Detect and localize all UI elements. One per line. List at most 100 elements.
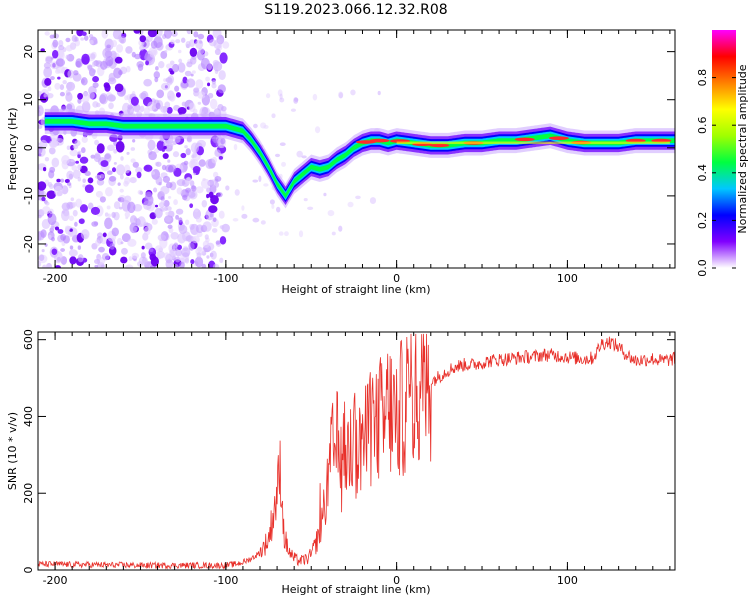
noise-blob (298, 230, 304, 238)
noise-blob (331, 231, 336, 236)
track-peak (429, 143, 450, 148)
noise-blob (141, 245, 145, 250)
noise-blob (263, 183, 269, 187)
noise-blob (51, 157, 60, 168)
noise-blob (174, 256, 181, 263)
snr-x-tick-label: 100 (557, 574, 578, 587)
noise-blob (119, 36, 127, 44)
noise-blob (312, 93, 318, 101)
noise-blob (58, 45, 65, 51)
noise-blob (219, 52, 228, 64)
noise-blob (234, 189, 240, 196)
noise-blob (218, 70, 226, 81)
noise-blob (38, 181, 47, 191)
snr-panel: -200 -100 0 100 0 200 400 600 Height of straigh… (6, 329, 676, 596)
noise-blob (154, 148, 160, 154)
noise-blob (290, 108, 296, 112)
track-core (396, 141, 670, 145)
noise-blob (178, 58, 183, 64)
colorbar-label: Normalized spectral amplitude (736, 64, 749, 233)
noise-blob (76, 30, 84, 37)
noise-blob (133, 30, 141, 34)
noise-blob (131, 252, 139, 259)
spectrogram-y-tick-label: 20 (22, 45, 35, 59)
noise-blob (241, 213, 248, 219)
track-peak (625, 138, 646, 143)
noise-blob (109, 175, 117, 182)
noise-blob (155, 66, 159, 71)
noise-blob (92, 101, 99, 108)
noise-blob (219, 225, 225, 230)
noise-blob (46, 92, 54, 99)
noise-blob (65, 54, 70, 60)
noise-blob (44, 201, 50, 206)
noise-blob (271, 204, 275, 209)
noise-blob (47, 86, 52, 92)
noise-blob (197, 91, 206, 99)
noise-blob (176, 187, 183, 195)
noise-blob (119, 188, 124, 193)
noise-blob (150, 171, 156, 175)
noise-blob (201, 263, 207, 268)
noise-blob (112, 30, 122, 40)
noise-blob (260, 122, 267, 129)
noise-blob (139, 105, 145, 112)
noise-blob (195, 216, 202, 223)
noise-blob (214, 149, 221, 157)
noise-blob (147, 101, 156, 112)
noise-blob (163, 199, 170, 208)
noise-blob (127, 201, 136, 214)
noise-blob (114, 83, 124, 93)
noise-blob (174, 85, 180, 92)
noise-blob (116, 44, 124, 53)
noise-blob (189, 47, 198, 57)
noise-blob (78, 218, 85, 224)
noise-blob (271, 113, 276, 119)
noise-blob (279, 97, 285, 103)
colorbar-tick-label: 0.6 (696, 116, 709, 134)
noise-blob (111, 227, 119, 237)
noise-blob (68, 249, 78, 257)
noise-blob (75, 198, 83, 208)
noise-blob (49, 227, 55, 233)
noise-blob (260, 220, 266, 225)
noise-blob (57, 229, 64, 234)
noise-blob (46, 190, 56, 200)
noise-blob (61, 202, 71, 211)
spectrogram-x-axis-label: Height of straight line (km) (281, 283, 430, 296)
noise-blob (72, 144, 79, 150)
noise-blob (189, 203, 194, 208)
noise-blob (225, 185, 230, 191)
noise-blob (128, 256, 133, 261)
noise-blob (65, 37, 71, 43)
noise-blob (71, 35, 78, 42)
noise-blob (201, 143, 206, 148)
noise-blob (193, 31, 199, 38)
noise-blob (72, 209, 78, 217)
snr-y-axis-label: SNR (10 * v/v) (6, 412, 19, 490)
noise-blob (143, 107, 150, 116)
noise-blob (123, 164, 131, 174)
noise-blob (165, 211, 170, 216)
noise-blob (81, 101, 91, 113)
colorbar-tick-label: 0.0 (696, 259, 709, 277)
noise-blob (179, 261, 185, 268)
noise-blob (129, 177, 137, 184)
noise-blob (60, 233, 67, 241)
noise-blob (107, 144, 115, 152)
noise-blob (219, 257, 224, 264)
noise-blob (92, 61, 97, 67)
noise-blob (139, 92, 147, 100)
noise-blob (165, 63, 173, 69)
noise-blob (92, 82, 99, 88)
noise-blob (164, 101, 171, 108)
noise-blob (200, 178, 211, 189)
noise-blob (212, 263, 220, 268)
noise-blob (175, 39, 181, 44)
noise-blob (211, 79, 216, 85)
snr-y-tick-label: 400 (22, 406, 35, 427)
noise-blob (42, 167, 47, 172)
colorbar-swatch (712, 30, 736, 268)
noise-blob (75, 60, 82, 68)
noise-blob (104, 152, 112, 163)
